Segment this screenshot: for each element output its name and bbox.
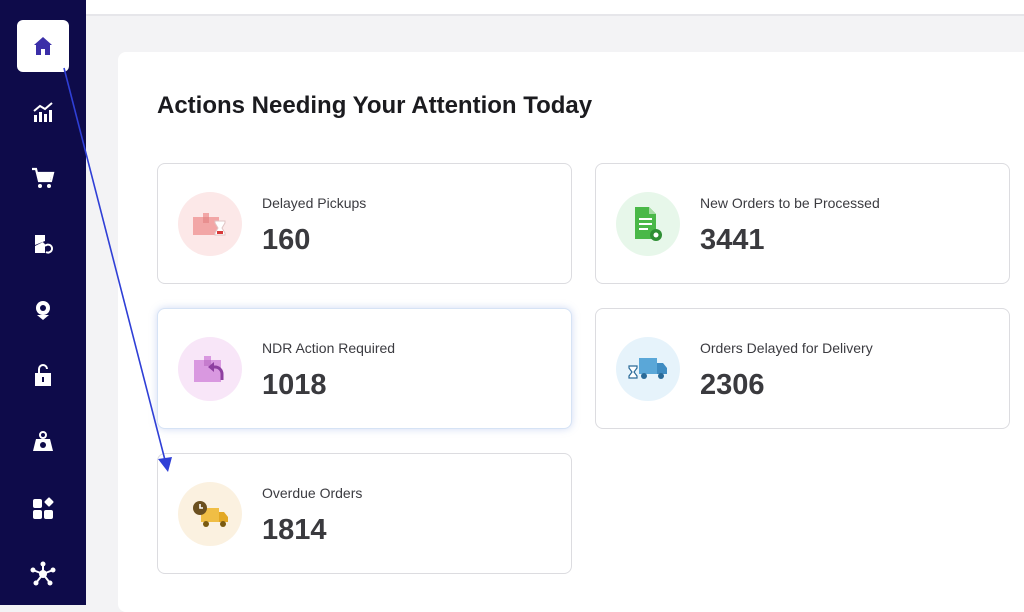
sidebar (0, 0, 86, 605)
page-title: Actions Needing Your Attention Today (157, 92, 593, 119)
returns-icon (35, 235, 54, 254)
overdue-truck-clock-icon (178, 482, 242, 546)
card-value: 3441 (700, 224, 765, 256)
cart-icon (32, 167, 55, 188)
sidebar-item-location[interactable] (17, 284, 69, 336)
card-value: 160 (262, 224, 311, 256)
card-ndr-action[interactable]: NDR Action Required 1018 (157, 308, 572, 429)
sidebar-item-integrations[interactable] (17, 548, 69, 600)
weight-icon (33, 431, 53, 451)
sidebar-item-analytics[interactable] (17, 86, 69, 138)
delayed-pickup-icon (178, 192, 242, 256)
card-value: 1814 (262, 514, 327, 546)
card-label: NDR Action Required (262, 340, 396, 356)
card-delayed-delivery[interactable]: Orders Delayed for Delivery 2306 (595, 308, 1010, 429)
card-label: Delayed Pickups (262, 195, 367, 211)
card-label: Orders Delayed for Delivery (700, 340, 873, 356)
card-delayed-pickups[interactable]: Delayed Pickups 160 (157, 163, 572, 284)
new-order-document-icon (616, 192, 680, 256)
sidebar-item-apps[interactable] (17, 482, 69, 534)
analytics-icon (33, 102, 53, 122)
card-label: New Orders to be Processed (700, 195, 880, 211)
card-overdue-orders[interactable]: Overdue Orders 1814 (157, 453, 572, 574)
sidebar-item-weight[interactable] (17, 416, 69, 468)
sidebar-item-returns[interactable] (17, 218, 69, 270)
card-value: 2306 (700, 369, 765, 401)
card-label: Overdue Orders (262, 485, 363, 501)
integrations-icon (30, 561, 56, 586)
sidebar-item-home[interactable] (17, 20, 69, 72)
card-new-orders[interactable]: New Orders to be Processed 3441 (595, 163, 1010, 284)
sidebar-item-orders[interactable] (17, 152, 69, 204)
sidebar-item-unlock[interactable] (17, 350, 69, 402)
location-pin-icon (36, 301, 50, 320)
apps-icon (33, 497, 54, 519)
ndr-return-box-icon (178, 337, 242, 401)
home-icon (34, 37, 52, 55)
unlock-box-icon (35, 364, 51, 386)
top-bar (86, 0, 1024, 16)
card-value: 1018 (262, 369, 327, 401)
delivery-truck-hourglass-icon (616, 337, 680, 401)
